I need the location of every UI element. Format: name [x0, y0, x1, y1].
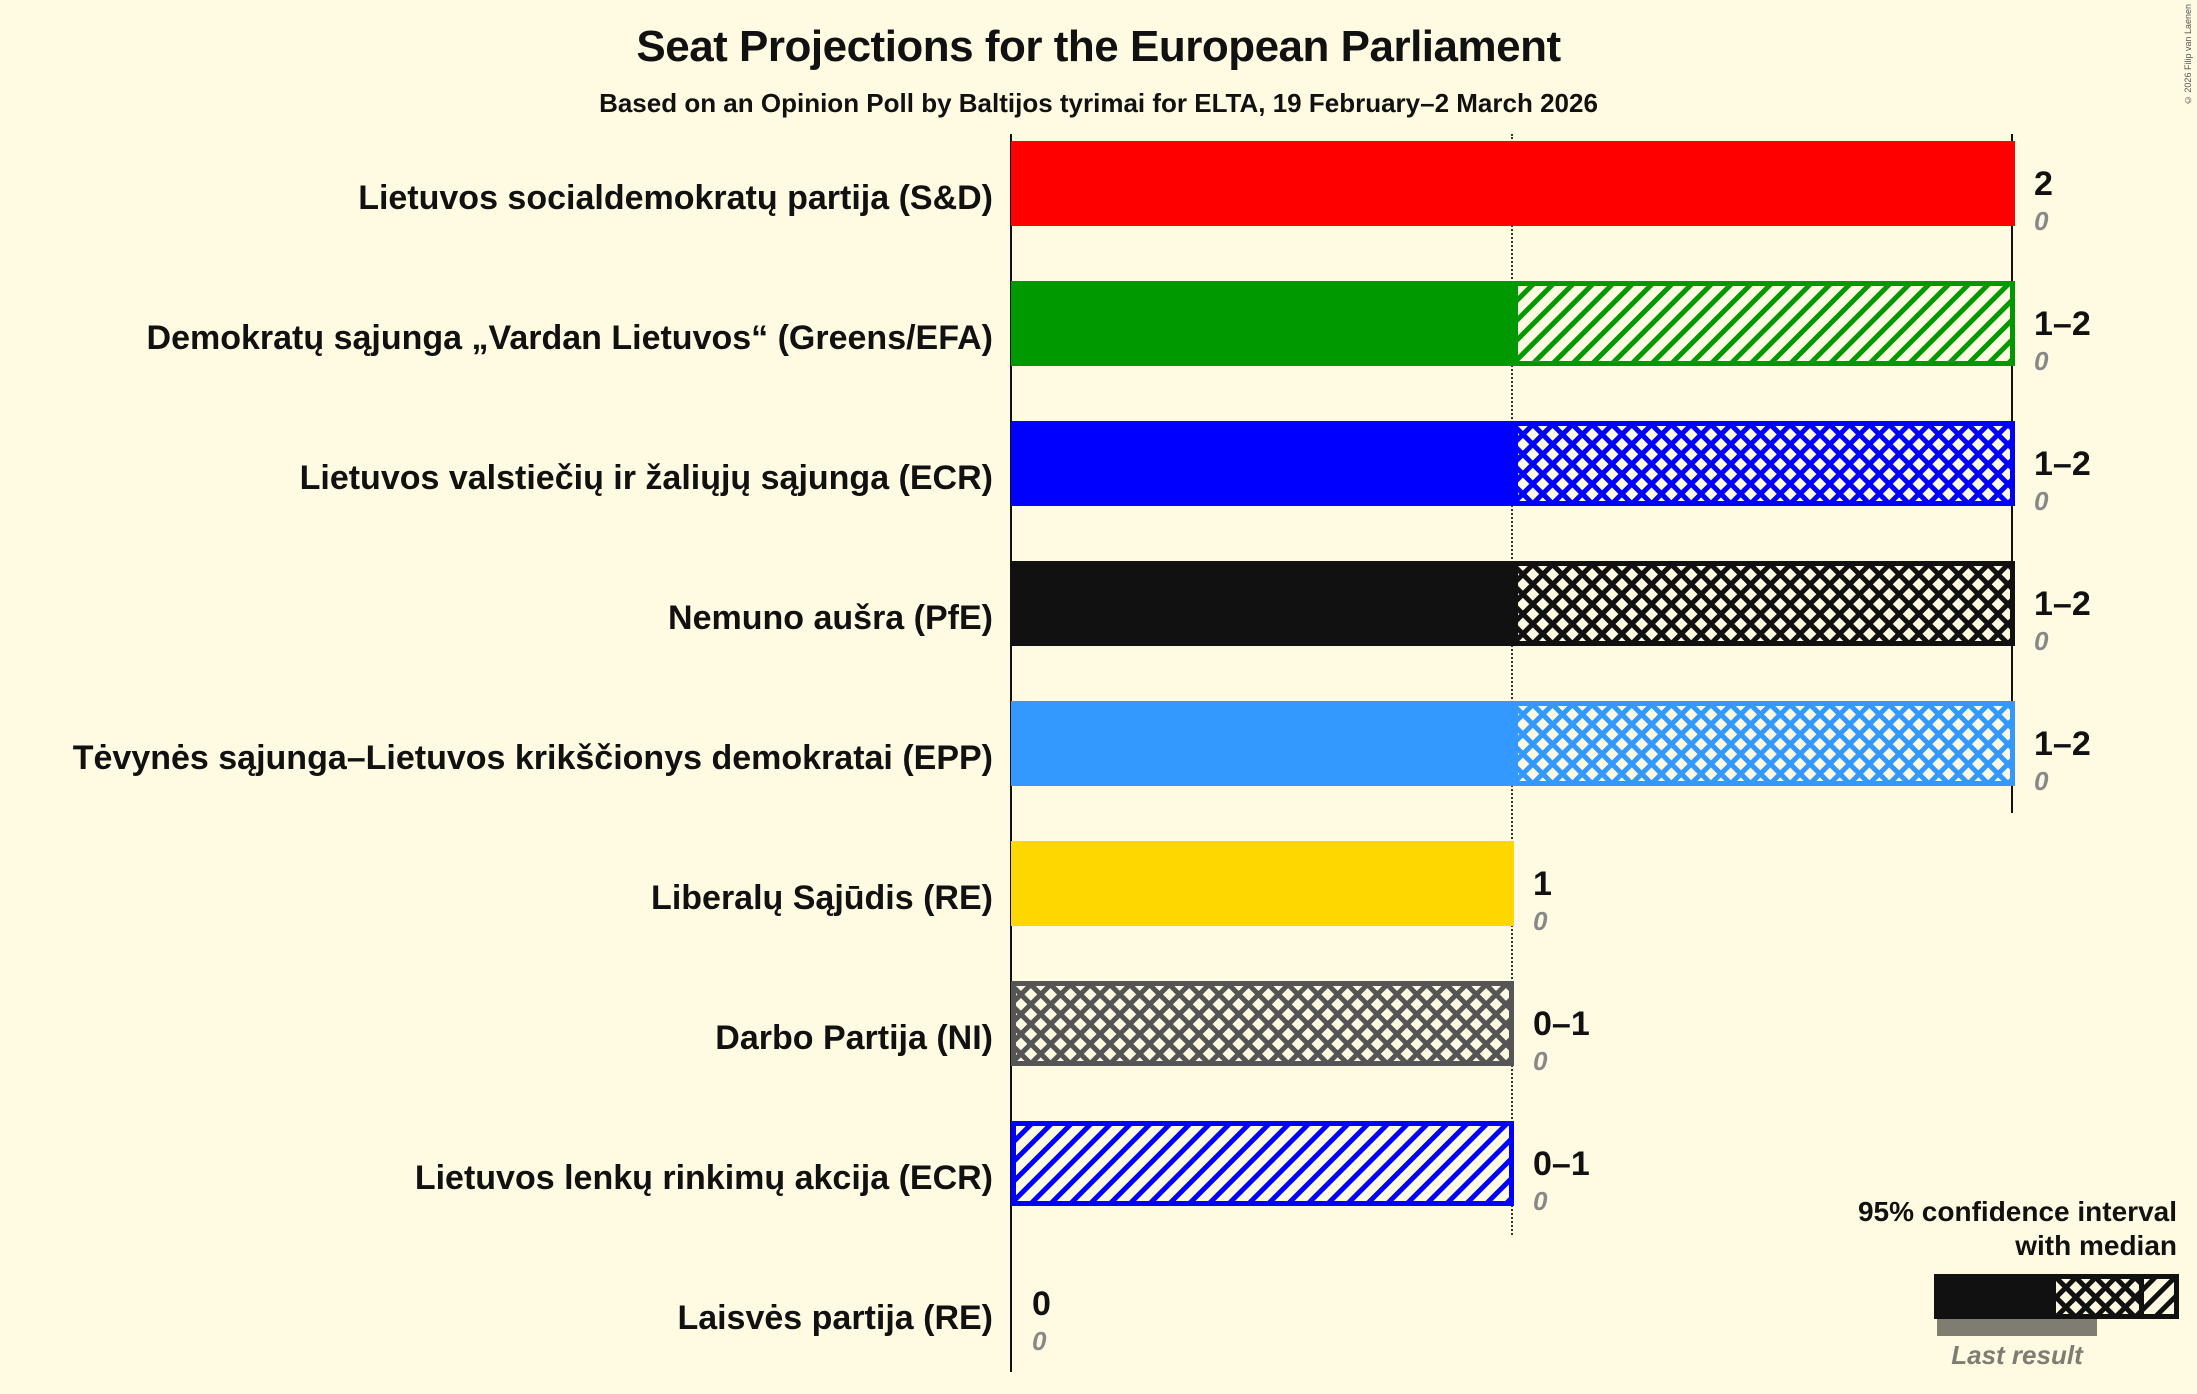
chart-title: Seat Projections for the European Parlia…: [636, 22, 1561, 71]
last-result: 0: [2034, 206, 2049, 236]
last-result: 0: [1533, 906, 1548, 936]
party-label: Demokratų sąjunga „Vardan Lietuvos“ (Gre…: [146, 319, 993, 357]
bar-ts-lkd-epp: [1011, 701, 2015, 786]
seat-range: 1–2: [2034, 305, 2091, 343]
bar-ci-solid: [1011, 281, 1513, 366]
bar-ci-solid: [1011, 421, 1513, 506]
legend-last-result-label: Last result: [1951, 1340, 2083, 1370]
last-result: 0: [1533, 1046, 1548, 1076]
bar-ci-solid: [1011, 141, 2015, 226]
last-result: 0: [2034, 626, 2049, 656]
seat-range: 2: [2034, 165, 2053, 203]
last-result: 0: [2034, 486, 2049, 516]
seat-range: 1–2: [2034, 725, 2091, 763]
bar-lvzs-ecr: [1011, 421, 2015, 506]
legend-title: 95% confidence interval with median: [1858, 1195, 2177, 1263]
legend-ci-swatch: [1934, 1274, 2179, 1319]
last-result: 0: [1032, 1326, 1047, 1356]
bar-ci-solid: [1011, 561, 1513, 646]
party-label: Nemuno aušra (PfE): [668, 599, 993, 637]
bar-ci-hatched: [1513, 421, 2015, 506]
legend-hatch-swatch: [2056, 1274, 2174, 1319]
party-label: Lietuvos valstiečių ir žaliųjų sąjunga (…: [299, 459, 993, 497]
bar-ci-hatched: [1513, 561, 2015, 646]
bar-nemuno-ausra: [1011, 561, 2015, 646]
bar-liberalu-sajudis: [1011, 841, 1514, 926]
legend-title-line2: with median: [2015, 1230, 2177, 1261]
seat-range: 1: [1533, 865, 1552, 903]
seat-range: 0: [1032, 1285, 1051, 1323]
bar-ci-hatched: [1011, 981, 1514, 1066]
bar-ci-hatched: [1513, 281, 2015, 366]
copyright-notice: © 2026 Filip van Laenen: [2183, 4, 2193, 106]
party-label: Tėvynės sąjunga–Lietuvos krikščionys dem…: [72, 739, 993, 777]
seat-range: 0–1: [1533, 1145, 1590, 1183]
seat-range: 1–2: [2034, 585, 2091, 623]
party-label: Laisvės partija (RE): [677, 1299, 993, 1337]
bar-ci-hatched: [1513, 701, 2015, 786]
legend-last-result-swatch: [1937, 1319, 2097, 1336]
last-result: 0: [1533, 1186, 1548, 1216]
party-label: Lietuvos lenkų rinkimų akcija (ECR): [414, 1159, 993, 1197]
last-result: 0: [2034, 346, 2049, 376]
bar-ci-solid: [1011, 701, 1513, 786]
bar-greens-efa: [1011, 281, 2015, 366]
bar-ci-solid: [1011, 841, 1514, 926]
bar-sd: [1011, 141, 2015, 226]
seat-range: 0–1: [1533, 1005, 1590, 1043]
bar-ci-hatched: [1011, 1121, 1514, 1206]
last-result: 0: [2034, 766, 2049, 796]
party-label: Liberalų Sąjūdis (RE): [651, 879, 993, 917]
gridline-one-seat: [1511, 134, 1513, 1235]
seat-range: 1–2: [2034, 445, 2091, 483]
party-label: Lietuvos socialdemokratų partija (S&D): [358, 179, 993, 217]
bar-darbo-partija: [1011, 981, 1514, 1066]
legend-title-line1: 95% confidence interval: [1857, 1196, 2177, 1227]
bar-llra-ecr: [1011, 1121, 1514, 1206]
chart-subtitle: Based on an Opinion Poll by Baltijos tyr…: [599, 88, 1598, 118]
party-label: Darbo Partija (NI): [715, 1019, 993, 1057]
